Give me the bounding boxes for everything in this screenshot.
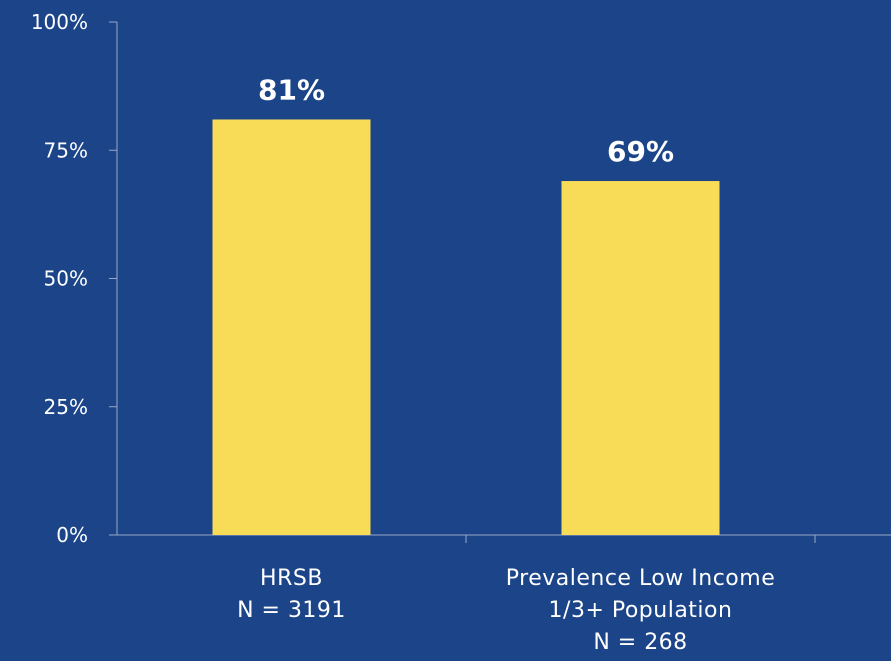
data-labels: 81% 69% [258, 73, 674, 168]
y-tick-label: 50% [44, 267, 88, 291]
bars [212, 119, 720, 535]
y-tick-label: 0% [56, 523, 88, 547]
y-axis: 0% 25% 50% 75% 100% [31, 10, 118, 547]
y-tick-label: 25% [44, 395, 88, 419]
y-tick-label: 75% [44, 138, 88, 162]
category-label: 1/3+ Population [549, 598, 733, 623]
x-axis [109, 534, 891, 543]
y-tick-label: 100% [31, 10, 88, 34]
category-label: N = 3191 [237, 598, 346, 623]
bar-value-label: 81% [258, 73, 325, 106]
category-label: HRSB [260, 566, 323, 591]
bar-value-label: 69% [607, 135, 674, 168]
category-label: N = 268 [593, 630, 687, 655]
category-labels: HRSB N = 3191 Prevalence Low Income 1/3+ Po… [237, 566, 775, 655]
bar [561, 181, 720, 535]
bar [212, 119, 371, 535]
category-label: Prevalence Low Income [506, 566, 775, 591]
